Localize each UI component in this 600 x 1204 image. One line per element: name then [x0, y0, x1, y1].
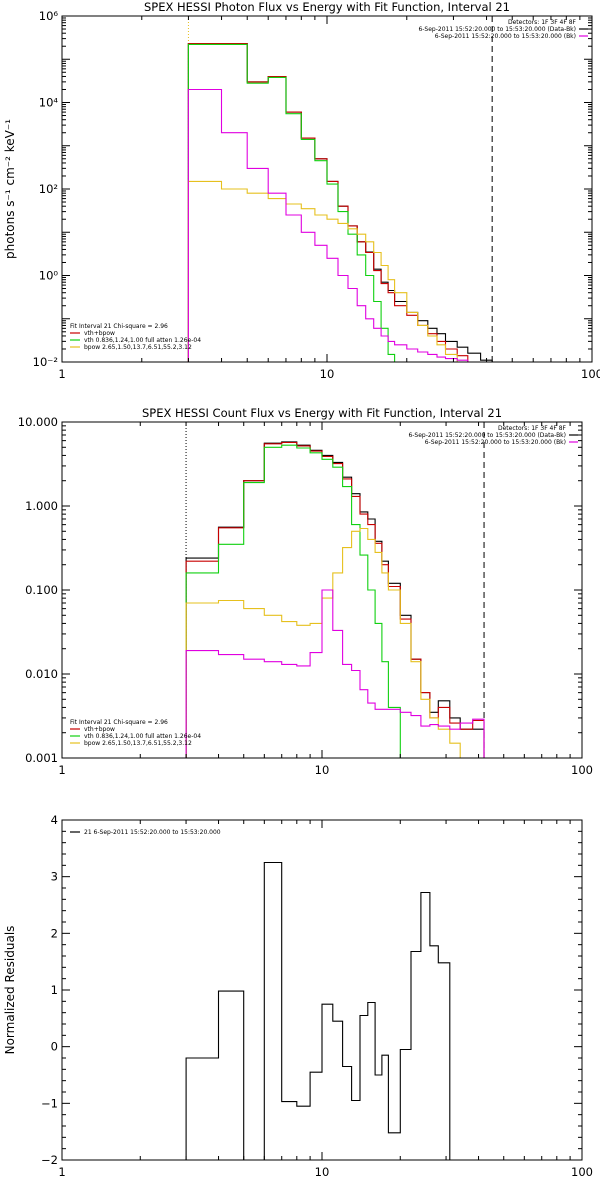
chart-title: SPEX HESSI Count Flux vs Energy with Fit…: [142, 406, 502, 420]
y-tick-label: 4: [51, 813, 58, 827]
header-annotation: 6-Sep-2011 15:52:20.000 to 15:53:20.000 …: [425, 439, 566, 446]
series-bpow: [187, 180, 493, 363]
y-tick-label: −1: [41, 1096, 58, 1110]
header-annotation: 6-Sep-2011 15:52:20.000 to 15:53:20.000 …: [418, 26, 576, 33]
x-tick-label: 10: [315, 763, 330, 777]
y-tick-label: −2: [41, 1153, 58, 1167]
series-total: [185, 441, 485, 758]
x-tick-label: 1: [58, 1165, 65, 1179]
y-tick-label: 0: [51, 1040, 58, 1054]
y-tick-label: 0.100: [25, 583, 58, 597]
y-tick-label: 2: [51, 926, 58, 940]
y-tick-label: 10⁻²: [33, 355, 58, 369]
legend-entry: vth+bpow: [84, 330, 115, 337]
y-tick-label: 10⁴: [39, 96, 59, 110]
legend-entry: Fit Interval 21 Chi-square = 2.96: [70, 323, 168, 330]
y-tick-label: 3: [51, 870, 58, 884]
legend-entry: Fit Interval 21 Chi-square = 2.96: [70, 719, 168, 726]
x-tick-label: 1: [58, 763, 65, 777]
series-residuals: [185, 861, 451, 1161]
x-tick-label: 10: [315, 1165, 330, 1179]
legend-entry: vth 0.836,1.24,1.00 full atten 1.26e-04: [84, 733, 201, 740]
legend-entry: vth+bpow: [84, 726, 115, 733]
header-annotation: Detectors: 1F 3F 4F 8F: [498, 425, 567, 432]
chart-title: SPEX HESSI Photon Flux vs Energy with Fi…: [144, 0, 510, 14]
x-tick-label: 100: [571, 763, 593, 777]
residuals-panel: 1 10 100 −2 −1 0 1 2 3 4 Normalized Residuals 21 6-…: [3, 813, 593, 1179]
series-bpow: [185, 527, 484, 759]
count-flux-panel: 1 10 100 0.001 0.010 0.100 1.000 10.000 SPEX HES…: [18, 406, 593, 777]
y-tick-label: 1: [51, 983, 58, 997]
y-tick-label: 0.001: [25, 751, 58, 765]
header-annotation: Detectors: 1F 3F 4F 8F: [508, 19, 577, 26]
photon-flux-panel: 1 10 100 10⁻² 10⁰ 10² 10⁴ 10⁶ SPEX HESSI Photon …: [3, 0, 600, 381]
x-tick-label: 10: [320, 367, 335, 381]
y-axis-label: photons s⁻¹ cm⁻² keV⁻¹: [3, 119, 17, 259]
y-tick-label: 10.000: [18, 415, 58, 429]
x-tick-label: 100: [571, 1165, 593, 1179]
x-tick-label: 100: [581, 367, 600, 381]
legend-entry: 21 6-Sep-2011 15:52:20.000 to 15:53:20.0…: [84, 829, 221, 836]
y-tick-label: 10⁶: [39, 9, 59, 23]
series-background: [187, 88, 493, 363]
y-tick-label: 10⁰: [39, 269, 59, 283]
series-background: [185, 589, 485, 758]
legend-entry: bpow 2.65,1.50,13.7,6.51,55.2,3.12: [84, 740, 192, 747]
legend-entry: bpow 2.65,1.50,13.7,6.51,55.2,3.12: [84, 344, 192, 351]
y-tick-label: 10²: [39, 182, 58, 196]
header-annotation: 6-Sep-2011 15:52:20.000 to 15:53:20.000 …: [435, 33, 576, 40]
y-axis-label: Normalized Residuals: [3, 926, 17, 1055]
legend-entry: vth 0.836,1.24,1.00 full atten 1.26e-04: [84, 337, 201, 344]
y-tick-label: 1.000: [25, 499, 58, 513]
header-annotation: 6-Sep-2011 15:52:20.000 to 15:53:20.000 …: [408, 432, 566, 439]
x-tick-label: 1: [58, 367, 65, 381]
y-tick-label: 0.010: [25, 667, 58, 681]
